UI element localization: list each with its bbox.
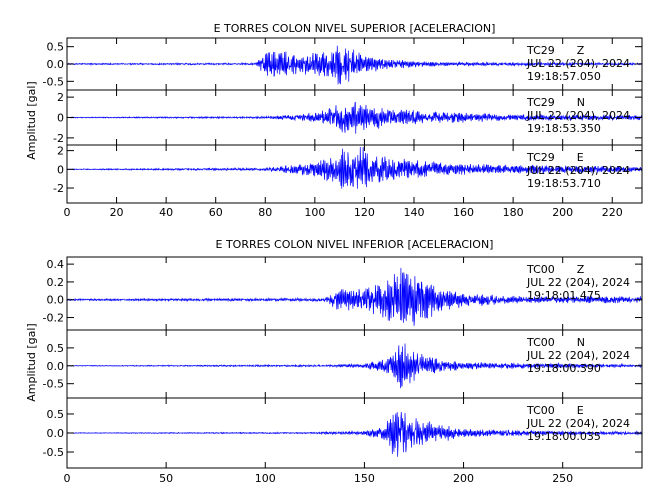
x-tick-label: 180: [503, 206, 524, 219]
y-tick-label: -2: [53, 132, 64, 145]
y-tick-label: 0: [57, 163, 64, 176]
y-tick-label: -0.5: [43, 75, 64, 88]
station-component: TC00 N: [526, 336, 585, 349]
x-tick-label: 20: [110, 206, 124, 219]
y-tick-label: 0.5: [47, 41, 65, 54]
trace-start-time: 19:18:53.350: [527, 122, 601, 135]
x-tick-label: 40: [159, 206, 173, 219]
station-component: TC29 E: [526, 151, 584, 164]
x-tick-label: 150: [354, 472, 375, 485]
y-tick-label: 0.5: [47, 408, 65, 421]
x-tick-label: 0: [64, 206, 71, 219]
trace-date: JUL 22 (204), 2024: [526, 57, 630, 70]
trace-start-time: 19:18:53.710: [527, 177, 601, 190]
station-code: TC29: [526, 151, 555, 164]
y-tick-label: 0.0: [47, 294, 65, 307]
component-code: Z: [577, 263, 585, 276]
station-code: TC29: [526, 44, 555, 57]
trace-start-time: 19:18:00.390: [527, 362, 601, 375]
x-tick-label: 200: [552, 206, 573, 219]
y-tick-label: 0.2: [47, 276, 65, 289]
chart-1: E TORRES COLON NIVEL SUPERIOR [ACELERACI…: [25, 22, 643, 219]
x-tick-label: 160: [453, 206, 474, 219]
chart-2: E TORRES COLON NIVEL INFERIOR [ACELERACI…: [25, 238, 643, 485]
station-code: TC00: [526, 404, 555, 417]
component-code: N: [577, 96, 585, 109]
y-tick-label: 0.0: [47, 360, 65, 373]
station-component: TC00 E: [526, 404, 584, 417]
x-tick-label: 140: [403, 206, 424, 219]
station-component: TC29 Z: [526, 44, 585, 57]
station-code: TC00: [526, 336, 555, 349]
panel-frame: [66, 144, 643, 204]
y-tick-label: 0: [57, 112, 64, 125]
y-tick-label: 0.4: [47, 258, 65, 271]
trace-date: JUL 22 (204), 2024: [526, 276, 630, 289]
y-tick-label: 0.0: [47, 58, 65, 71]
waveform-tc00-n: [66, 343, 643, 389]
chart-title: E TORRES COLON NIVEL INFERIOR [ACELERACI…: [216, 238, 494, 251]
trace-start-time: 19:18:57.050: [527, 70, 601, 83]
x-tick-label: 200: [453, 472, 474, 485]
component-code: E: [577, 404, 584, 417]
trace-date: JUL 22 (204), 2024: [526, 349, 630, 362]
y-tick-label: 0.0: [47, 427, 65, 440]
y-tick-label: -2: [53, 182, 64, 195]
y-axis-label: Amplitud [gal]: [25, 323, 38, 401]
x-tick-label: 50: [159, 472, 173, 485]
x-tick-label: 120: [354, 206, 375, 219]
trace-date: JUL 22 (204), 2024: [526, 164, 630, 177]
y-tick-label: 2: [57, 91, 64, 104]
y-tick-label: -0.5: [43, 378, 64, 391]
x-tick-label: 60: [209, 206, 223, 219]
waveform-tc29-e: [66, 146, 643, 189]
station-code: TC00: [526, 263, 555, 276]
x-tick-label: 80: [258, 206, 272, 219]
component-code: Z: [577, 44, 585, 57]
y-tick-label: 2: [57, 145, 64, 158]
waveform-tc00-z: [66, 267, 643, 326]
trace-date: JUL 22 (204), 2024: [526, 417, 630, 430]
chart-title: E TORRES COLON NIVEL SUPERIOR [ACELERACI…: [214, 22, 496, 35]
x-tick-label: 0: [64, 472, 71, 485]
component-code: N: [577, 336, 585, 349]
station-component: TC00 Z: [526, 263, 585, 276]
x-tick-label: 250: [552, 472, 573, 485]
trace-start-time: 19:18:01.475: [527, 289, 601, 302]
y-axis-label: Amplitud [gal]: [25, 81, 38, 159]
trace-date: JUL 22 (204), 2024: [526, 109, 630, 122]
x-tick-label: 100: [304, 206, 325, 219]
waveform-tc29-n: [66, 101, 643, 134]
component-code: E: [577, 151, 584, 164]
y-tick-label: 0.5: [47, 342, 65, 355]
station-component: TC29 N: [526, 96, 585, 109]
x-tick-label: 220: [602, 206, 623, 219]
waveform-tc29-z: [66, 45, 643, 85]
x-tick-label: 100: [255, 472, 276, 485]
waveform-tc00-e: [66, 411, 643, 457]
y-tick-label: -0.2: [43, 312, 64, 325]
trace-start-time: 19:18:00.035: [527, 430, 601, 443]
y-tick-label: -0.5: [43, 446, 64, 459]
station-code: TC29: [526, 96, 555, 109]
